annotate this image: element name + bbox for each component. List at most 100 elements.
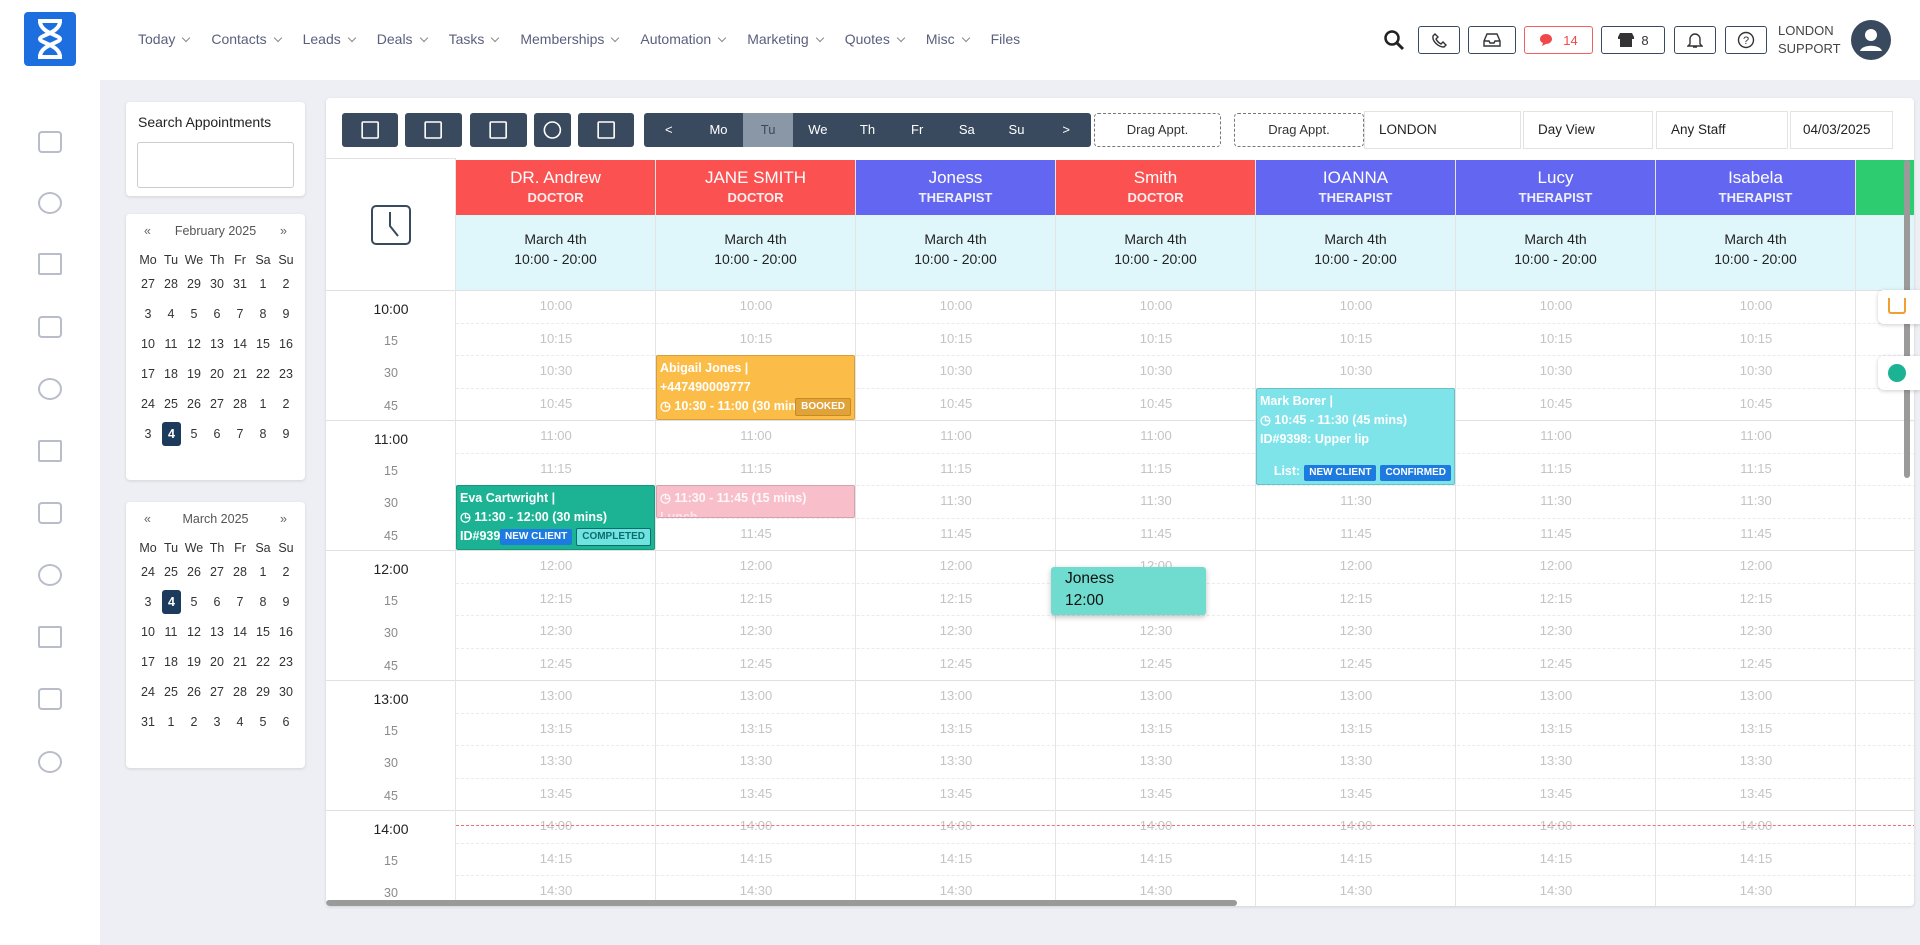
day[interactable]: 12 — [187, 337, 201, 351]
day[interactable]: 9 — [282, 307, 290, 321]
slot-time[interactable]: 14:30 — [1739, 883, 1773, 898]
slot-time[interactable]: 10:00 — [1339, 298, 1373, 313]
slot-time[interactable]: 11:45 — [1740, 525, 1772, 541]
slot-time[interactable]: 10:00 — [1539, 298, 1573, 313]
day[interactable]: 6 — [282, 715, 290, 729]
day[interactable]: 22 — [256, 367, 270, 381]
day[interactable]: 14 — [233, 625, 247, 639]
slot-time[interactable]: 11:30 — [1740, 493, 1772, 508]
slot-time[interactable]: 13:15 — [1539, 720, 1573, 736]
nav-item[interactable]: Deals — [377, 31, 428, 47]
day[interactable]: 27 — [210, 397, 224, 411]
slot-time[interactable]: 10:00 — [539, 298, 573, 313]
day[interactable]: 24 — [141, 397, 155, 411]
nav-item[interactable]: Tasks — [449, 31, 500, 47]
slot-time[interactable]: 11:15 — [740, 460, 772, 476]
slot-time[interactable]: 12:15 — [539, 590, 573, 606]
day[interactable]: 5 — [259, 715, 267, 729]
slot-time[interactable]: 12:30 — [1539, 623, 1573, 638]
day[interactable]: 20 — [210, 655, 224, 669]
day[interactable]: 2 — [282, 565, 290, 579]
slot-time[interactable]: 11:45 — [940, 525, 972, 541]
sidebar-icon[interactable] — [38, 688, 62, 710]
slot-time[interactable]: 12:30 — [1339, 623, 1373, 638]
slot-time[interactable]: 10:15 — [1139, 330, 1173, 346]
day[interactable]: 10 — [141, 337, 155, 351]
slot-time[interactable]: 13:45 — [1139, 785, 1173, 801]
slot-time[interactable]: 10:15 — [1739, 330, 1773, 346]
day[interactable]: 21 — [233, 367, 247, 381]
logo[interactable] — [24, 12, 76, 66]
day-button[interactable]: Su — [1008, 122, 1025, 137]
day[interactable]: 4 — [236, 715, 244, 729]
nav-item[interactable]: Marketing — [747, 31, 824, 47]
slot-time[interactable]: 13:45 — [739, 785, 773, 801]
day[interactable]: 18 — [164, 367, 178, 381]
slot-time[interactable]: 11:30 — [1140, 493, 1172, 508]
day[interactable]: 28 — [233, 565, 247, 579]
slot-time[interactable]: 13:30 — [1339, 753, 1373, 768]
slot-time[interactable]: 13:00 — [939, 688, 973, 703]
sidebar-icon[interactable] — [38, 440, 62, 462]
day[interactable]: 28 — [164, 277, 178, 291]
inbox-button[interactable] — [1468, 26, 1516, 54]
slot-time[interactable]: 10:15 — [939, 330, 973, 346]
slot-time[interactable]: 14:30 — [939, 883, 973, 898]
store-button[interactable]: 8 — [1601, 26, 1665, 54]
slot-time[interactable]: 12:30 — [739, 623, 773, 638]
slot-time[interactable]: 13:30 — [939, 753, 973, 768]
slot-time[interactable]: 13:30 — [1739, 753, 1773, 768]
slot-time[interactable]: 12:30 — [1139, 623, 1173, 638]
day[interactable]: 16 — [279, 337, 293, 351]
slot-time[interactable]: 10:30 — [1139, 363, 1173, 378]
day[interactable]: 5 — [190, 307, 198, 321]
drag-button[interactable]: Drag Appt. — [1094, 113, 1221, 147]
day[interactable]: 16 — [279, 625, 293, 639]
day[interactable]: 4 — [162, 422, 181, 446]
day-button[interactable]: Tu — [743, 113, 793, 147]
day[interactable]: 26 — [187, 397, 201, 411]
day[interactable]: 25 — [164, 685, 178, 699]
day[interactable]: 17 — [141, 655, 155, 669]
day[interactable]: 29 — [256, 685, 270, 699]
slot-time[interactable]: 13:00 — [1339, 688, 1373, 703]
slot-time[interactable]: 12:00 — [1339, 558, 1373, 573]
next-month[interactable]: » — [280, 512, 287, 526]
slot-time[interactable]: 13:00 — [539, 688, 573, 703]
slot-time[interactable]: 11:15 — [1140, 460, 1172, 476]
day[interactable]: 10 — [141, 625, 155, 639]
slot-time[interactable]: 11:15 — [540, 460, 572, 476]
phone-button[interactable] — [1418, 26, 1460, 54]
day[interactable]: 3 — [144, 427, 152, 441]
day[interactable]: 15 — [256, 337, 270, 351]
filter-select[interactable]: Any Staff — [1656, 111, 1788, 149]
day[interactable]: 19 — [187, 367, 201, 381]
slot-time[interactable]: 10:00 — [739, 298, 773, 313]
next-month[interactable]: » — [280, 224, 287, 238]
day[interactable]: 27 — [210, 685, 224, 699]
slot-time[interactable]: 11:45 — [740, 525, 772, 541]
toolbar-button[interactable] — [470, 113, 527, 147]
slot-time[interactable]: 10:45 — [539, 395, 573, 411]
day[interactable]: 11 — [164, 337, 178, 351]
day[interactable]: 23 — [279, 655, 293, 669]
day[interactable]: 18 — [164, 655, 178, 669]
slot-time[interactable]: 14:15 — [1339, 850, 1373, 866]
slot-time[interactable]: 12:45 — [1739, 655, 1773, 671]
sidebar-icon[interactable] — [38, 564, 62, 586]
day[interactable]: 27 — [141, 277, 155, 291]
slot-time[interactable]: 13:15 — [539, 720, 573, 736]
slot-time[interactable]: 11:45 — [1140, 525, 1172, 541]
nav-item[interactable]: Leads — [303, 31, 357, 47]
slot-time[interactable]: 11:45 — [1540, 525, 1572, 541]
day-button[interactable]: > — [1062, 122, 1070, 137]
slot-time[interactable]: 10:15 — [539, 330, 573, 346]
slot-time[interactable]: 13:00 — [1739, 688, 1773, 703]
day[interactable]: 1 — [259, 565, 267, 579]
slot-time[interactable]: 12:45 — [739, 655, 773, 671]
sidebar-icon[interactable] — [38, 253, 62, 275]
slot-time[interactable]: 13:15 — [939, 720, 973, 736]
prev-month[interactable]: « — [144, 512, 151, 526]
slot-time[interactable]: 12:45 — [1339, 655, 1373, 671]
slot-time[interactable]: 10:15 — [1339, 330, 1373, 346]
